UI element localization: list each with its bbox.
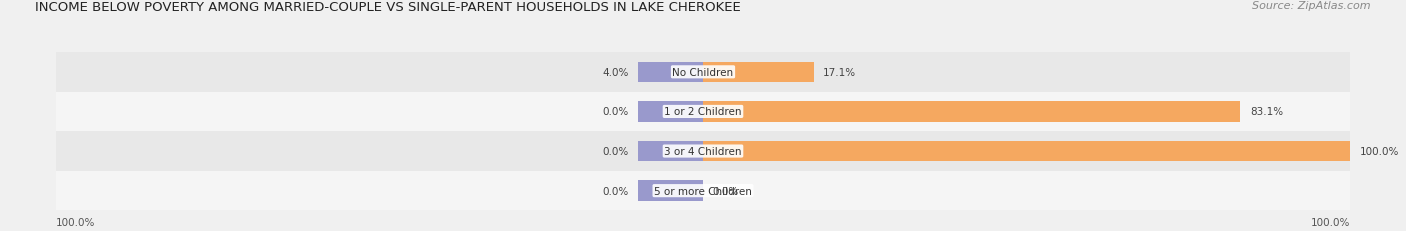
Bar <box>638 181 703 201</box>
Text: 0.0%: 0.0% <box>602 146 628 156</box>
Text: 3 or 4 Children: 3 or 4 Children <box>664 146 742 156</box>
Bar <box>56 132 1350 171</box>
Text: 17.1%: 17.1% <box>824 67 856 77</box>
Bar <box>703 141 1350 162</box>
Text: No Children: No Children <box>672 67 734 77</box>
Text: 1 or 2 Children: 1 or 2 Children <box>664 107 742 117</box>
Text: Source: ZipAtlas.com: Source: ZipAtlas.com <box>1253 1 1371 11</box>
Bar <box>638 62 703 83</box>
Text: 0.0%: 0.0% <box>602 107 628 117</box>
Bar <box>703 102 1240 122</box>
Bar <box>56 53 1350 92</box>
Text: 100.0%: 100.0% <box>1310 217 1350 227</box>
Text: INCOME BELOW POVERTY AMONG MARRIED-COUPLE VS SINGLE-PARENT HOUSEHOLDS IN LAKE CH: INCOME BELOW POVERTY AMONG MARRIED-COUPL… <box>35 1 741 14</box>
Text: 100.0%: 100.0% <box>56 217 96 227</box>
Bar <box>638 102 703 122</box>
Text: 0.0%: 0.0% <box>602 186 628 196</box>
Text: 83.1%: 83.1% <box>1250 107 1284 117</box>
Bar <box>703 62 814 83</box>
Text: 100.0%: 100.0% <box>1360 146 1399 156</box>
Bar <box>56 171 1350 210</box>
Bar <box>56 92 1350 132</box>
Bar <box>638 141 703 162</box>
Text: 5 or more Children: 5 or more Children <box>654 186 752 196</box>
Text: 0.0%: 0.0% <box>713 186 740 196</box>
Text: 4.0%: 4.0% <box>602 67 628 77</box>
